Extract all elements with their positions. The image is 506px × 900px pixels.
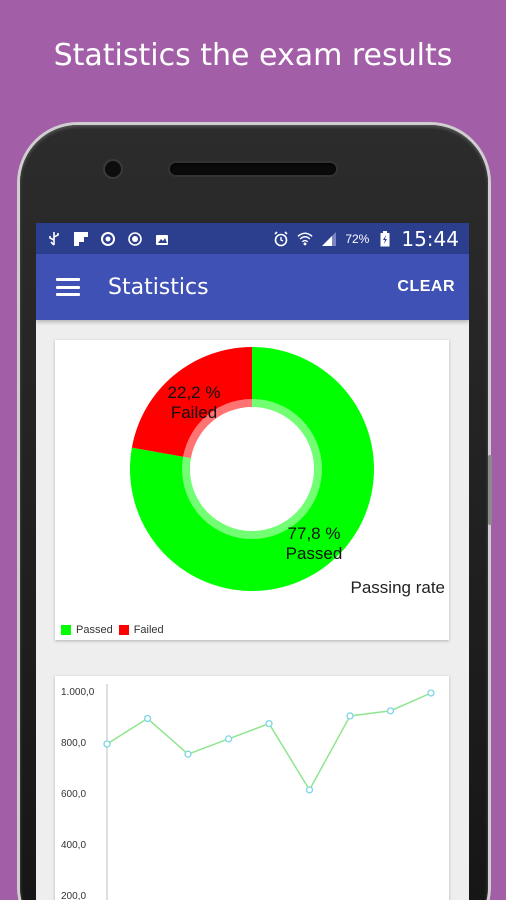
passed-slice-percent: 77,8 % <box>287 524 341 543</box>
y-tick-label: 800,0 <box>61 738 87 749</box>
record-icon <box>127 231 143 247</box>
failed-slice-label: 22,2 % Failed <box>159 383 229 423</box>
signal-icon <box>321 231 337 247</box>
y-tick-label: 600,0 <box>61 789 87 800</box>
pie-chart-card: 22,2 % Failed 77,8 % Passed Passing rate… <box>55 340 449 640</box>
pie-hole <box>190 407 314 531</box>
headline: Statistics the exam results <box>53 38 453 73</box>
line-chart <box>103 684 435 900</box>
battery-charging-icon <box>377 230 393 247</box>
passed-slice-label: 77,8 % Passed <box>274 524 354 564</box>
flipboard-icon <box>73 231 89 247</box>
data-point[interactable] <box>386 707 395 715</box>
front-camera <box>105 161 121 177</box>
data-point[interactable] <box>346 712 354 720</box>
alarm-icon <box>273 230 289 247</box>
pie-chart <box>129 347 374 591</box>
usb-icon <box>46 231 62 247</box>
data-point[interactable] <box>103 740 111 748</box>
data-point[interactable] <box>224 735 233 743</box>
wifi-icon <box>297 231 313 247</box>
battery-percent: 72% <box>345 231 370 246</box>
line-chart-card: 1.000,0 800,0 600,0 400,0 200,0 <box>55 676 449 900</box>
legend-swatch-passed <box>61 625 71 635</box>
pie-description: Passing rate <box>350 578 446 597</box>
failed-slice-percent: 22,2 % <box>167 383 221 402</box>
legend-item-passed: Passed <box>61 624 113 636</box>
data-point[interactable] <box>427 689 435 697</box>
menu-icon[interactable] <box>56 278 80 296</box>
passed-slice-name: Passed <box>285 544 343 563</box>
data-point[interactable] <box>143 714 152 723</box>
status-bar: 72% 15:44 <box>36 223 469 254</box>
legend-label-passed: Passed <box>76 624 113 636</box>
app-bar: Statistics CLEAR <box>36 254 469 320</box>
y-tick-label: 1.000,0 <box>61 687 95 698</box>
pie-slice-passed[interactable] <box>129 347 374 591</box>
phone-screen: 72% 15:44 Statistics CLEAR 22,2 % Failed… <box>36 223 469 900</box>
earpiece-speaker <box>170 163 336 175</box>
pie-legend: Passed Failed <box>61 624 170 636</box>
data-point[interactable] <box>305 786 314 794</box>
data-point[interactable] <box>184 750 192 758</box>
photo-icon <box>154 231 170 247</box>
clear-button[interactable]: CLEAR <box>397 278 455 295</box>
side-button <box>488 455 492 525</box>
pie-inner-ring <box>182 399 322 539</box>
legend-label-failed: Failed <box>133 624 164 636</box>
sync-icon <box>100 231 116 247</box>
clock: 15:44 <box>401 226 459 251</box>
y-tick-label: 200,0 <box>61 891 87 900</box>
failed-slice-name: Failed <box>170 403 218 422</box>
series-line <box>106 692 432 792</box>
legend-item-failed: Failed <box>118 624 164 636</box>
data-point[interactable] <box>265 719 273 728</box>
legend-swatch-failed <box>118 625 129 635</box>
page-title: Statistics <box>108 274 209 300</box>
pie-slice-failed[interactable] <box>131 347 252 459</box>
y-tick-label: 400,0 <box>61 840 87 851</box>
